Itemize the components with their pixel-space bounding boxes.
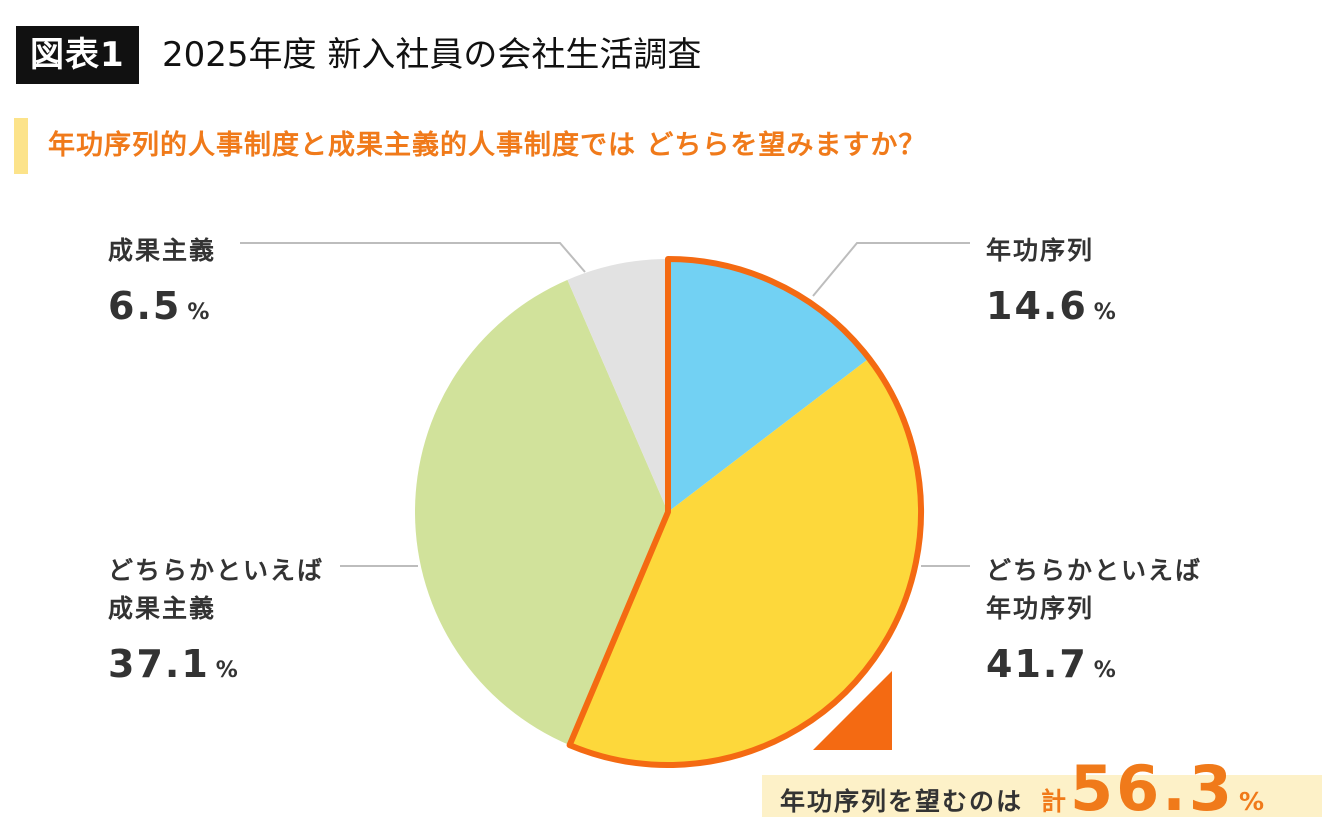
figure-badge: 図表1 (16, 26, 139, 84)
summary-highlight-band (762, 775, 1322, 817)
label-dochira-nenko-line2: 年功序列 (986, 594, 1095, 623)
label-dochira-seika-line1: どちらかといえば (108, 556, 325, 585)
survey-question: 年功序列的人事制度と成果主義的人事制度では どちらを望みますか？ (48, 130, 927, 161)
figure-title: 2025年度 新入社員の会社生活調査 (162, 35, 702, 75)
slice-seika (567, 259, 668, 512)
label-nenko-name: 年功序列 (986, 236, 1095, 265)
highlight-outline (566, 256, 924, 768)
summary-value: 56.3 (1070, 752, 1236, 825)
pie-slices (415, 259, 921, 766)
label-dochira-seika-value: 37.1% (108, 642, 238, 686)
question-accent-bar (14, 118, 28, 174)
leader-lines (240, 242, 970, 567)
label-nenko: 年功序列 14.6% (986, 232, 1116, 336)
summary-callout: 年功序列を望むのは 計56.3% (780, 752, 1265, 825)
label-seika-name: 成果主義 (108, 236, 217, 265)
label-dochira-nenko: どちらかといえば 年功序列 41.7% (986, 552, 1202, 694)
label-dochira-seika-line2: 成果主義 (108, 594, 217, 623)
slice-dochira-nenko (569, 358, 921, 766)
summary-total-label: 計 (1041, 787, 1067, 816)
leader-seika (240, 242, 586, 273)
label-seika-value: 6.5% (108, 284, 210, 328)
label-dochira-seika: どちらかといえば 成果主義 37.1% (108, 552, 324, 694)
summary-unit: % (1239, 787, 1265, 816)
label-seika: 成果主義 6.5% (108, 232, 216, 336)
slice-dochira-seika (415, 279, 668, 746)
slice-nenko (668, 259, 870, 512)
label-dochira-nenko-line1: どちらかといえば (986, 556, 1203, 585)
label-dochira-nenko-value: 41.7% (986, 642, 1116, 686)
summary-text: 年功序列を望むのは (780, 787, 1024, 816)
leader-nenko (812, 242, 970, 297)
label-nenko-value: 14.6% (986, 284, 1116, 328)
highlight-arrow-icon (813, 671, 892, 750)
